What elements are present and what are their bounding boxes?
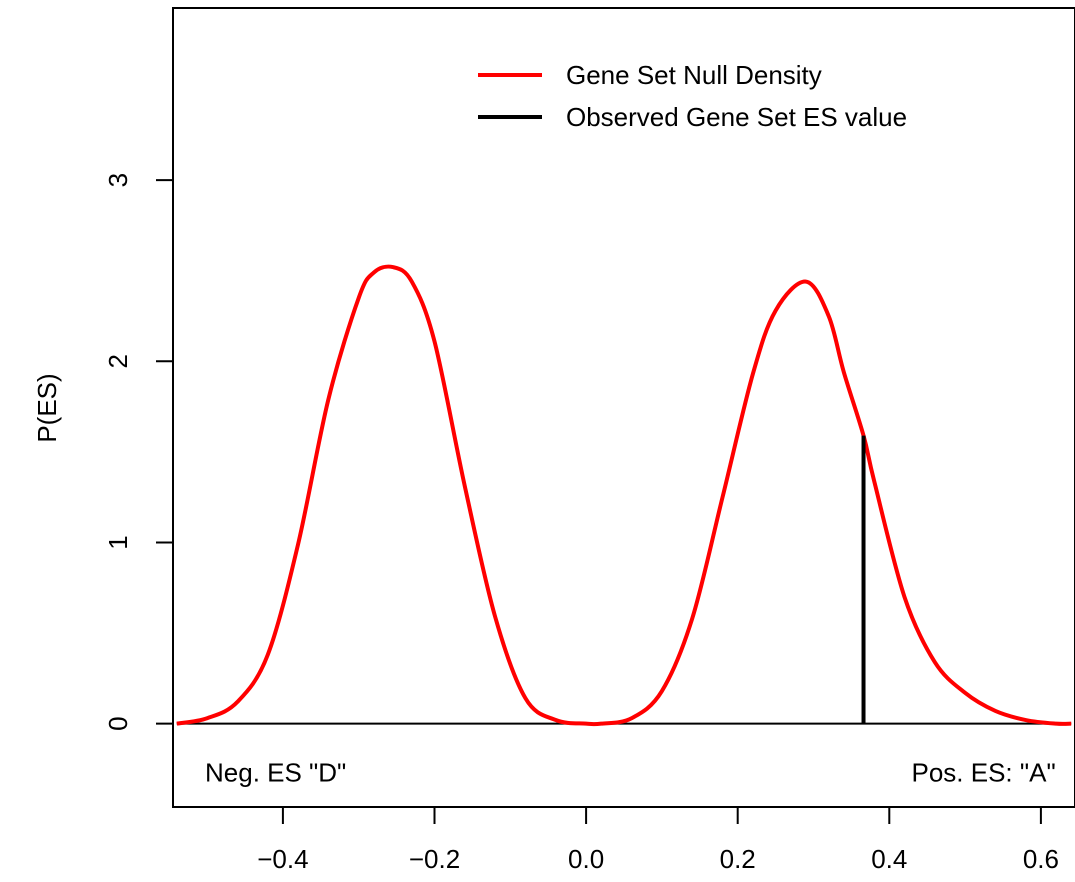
y-tick-label: 1 <box>103 535 133 549</box>
x-tick-label: 0.2 <box>720 844 756 874</box>
annotation-neg-es: Neg. ES "D" <box>205 758 346 788</box>
plot-frame <box>172 7 1075 808</box>
x-tick-label: −0.2 <box>409 844 460 874</box>
x-tick-label: 0.6 <box>1023 844 1059 874</box>
annotation-pos-es: Pos. ES: "A" <box>912 758 1056 788</box>
plot-area <box>176 264 1072 727</box>
legend-label-observed-es: Observed Gene Set ES value <box>566 102 907 132</box>
y-axis-label: P(ES) <box>32 373 62 442</box>
y-tick-label: 3 <box>103 173 133 187</box>
x-tick-label: 0.0 <box>568 844 604 874</box>
legend: Gene Set Null Density Observed Gene Set … <box>478 60 907 132</box>
x-axis: −0.4 −0.2 0.0 0.2 0.4 0.6 <box>257 807 1059 874</box>
legend-label-null-density: Gene Set Null Density <box>566 60 822 90</box>
y-tick-label: 2 <box>103 354 133 368</box>
y-tick-label: 0 <box>103 716 133 730</box>
y-axis: 0 1 2 3 <box>103 173 173 731</box>
x-tick-label: −0.4 <box>257 844 308 874</box>
null-density-curve <box>176 264 1072 727</box>
x-tick-label: 0.4 <box>871 844 907 874</box>
